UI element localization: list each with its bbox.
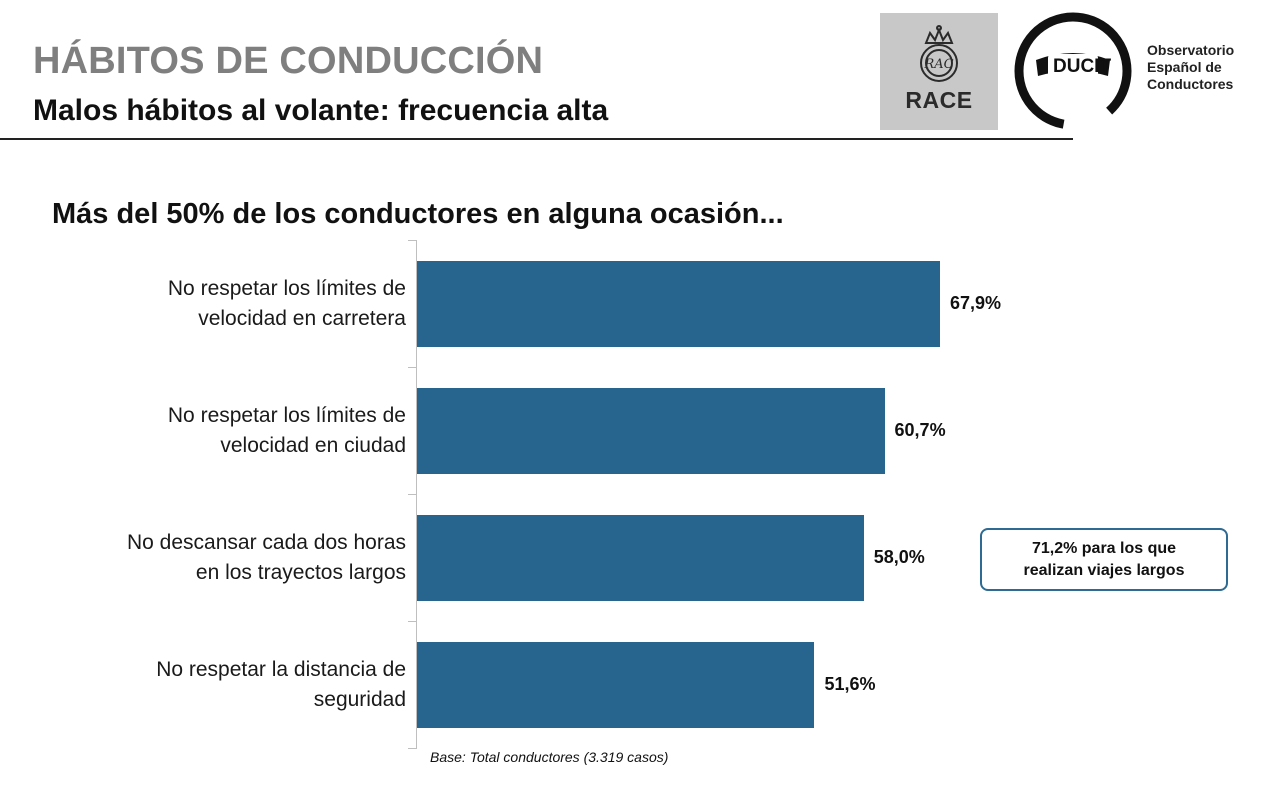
- category-label-line: en los trayectos largos: [195, 561, 406, 584]
- value-label-2: 60,7%: [894, 420, 946, 440]
- annotation-line-2: realizan viajes largos: [1023, 561, 1185, 579]
- category-label-line: No descansar cada dos horas: [127, 531, 406, 554]
- value-label-3: 58,0%: [873, 547, 925, 567]
- category-label-2: No respetar los límites de velocidad en c…: [46, 401, 406, 461]
- race-logo: RAC RACE: [880, 13, 998, 130]
- axis-tick-3: [408, 494, 417, 495]
- crown-emblem-icon: RAC: [920, 25, 958, 82]
- header-divider: [0, 138, 1073, 140]
- category-label-line: No respetar los límites de: [167, 277, 406, 300]
- category-label-line: velocidad en ciudad: [220, 434, 406, 457]
- annotation-line-1: 71,2% para los que: [1031, 539, 1177, 557]
- ducit-steering-wheel-icon: [1014, 12, 1132, 130]
- page-title: HÁBITOS DE CONDUCCIÓN: [33, 40, 544, 82]
- axis-tick-1: [408, 240, 417, 241]
- chart-title: Más del 50% de los conductores en alguna…: [52, 198, 784, 230]
- bar-4: [417, 642, 815, 728]
- category-label-1: No respetar los límites de velocidad en c…: [46, 274, 406, 334]
- category-label-line: No respetar los límites de: [167, 404, 406, 427]
- base-note: Base: Total conductores (3.319 casos): [430, 749, 669, 765]
- bar-3: [417, 515, 864, 601]
- value-label-1: 67,9%: [950, 293, 1002, 313]
- bar-2: [417, 388, 885, 474]
- value-label-4: 51,6%: [824, 674, 876, 694]
- race-logo-text: RACE: [905, 87, 973, 113]
- category-label-4: No respetar la distancia de seguridad: [46, 655, 406, 715]
- ducit-logo-text: DUCIT: [1053, 56, 1112, 77]
- category-label-3: No descansar cada dos horas en los trayec…: [46, 528, 406, 588]
- category-label-line: seguridad: [313, 688, 406, 711]
- annotation-callout: 71,2% para los que realizan viajes largo…: [980, 528, 1228, 591]
- category-label-line: velocidad en carretera: [198, 307, 406, 330]
- axis-tick-2: [408, 367, 417, 368]
- category-label-line: No respetar la distancia de: [156, 658, 406, 681]
- observatorio-label: Observatorio Español de Conductores: [1147, 42, 1235, 92]
- page-subtitle: Malos hábitos al volante: frecuencia alt…: [33, 94, 609, 127]
- axis-tick-5: [408, 748, 417, 749]
- svg-text:RAC: RAC: [923, 57, 953, 72]
- bar-1: [417, 261, 940, 347]
- axis-tick-4: [408, 621, 417, 622]
